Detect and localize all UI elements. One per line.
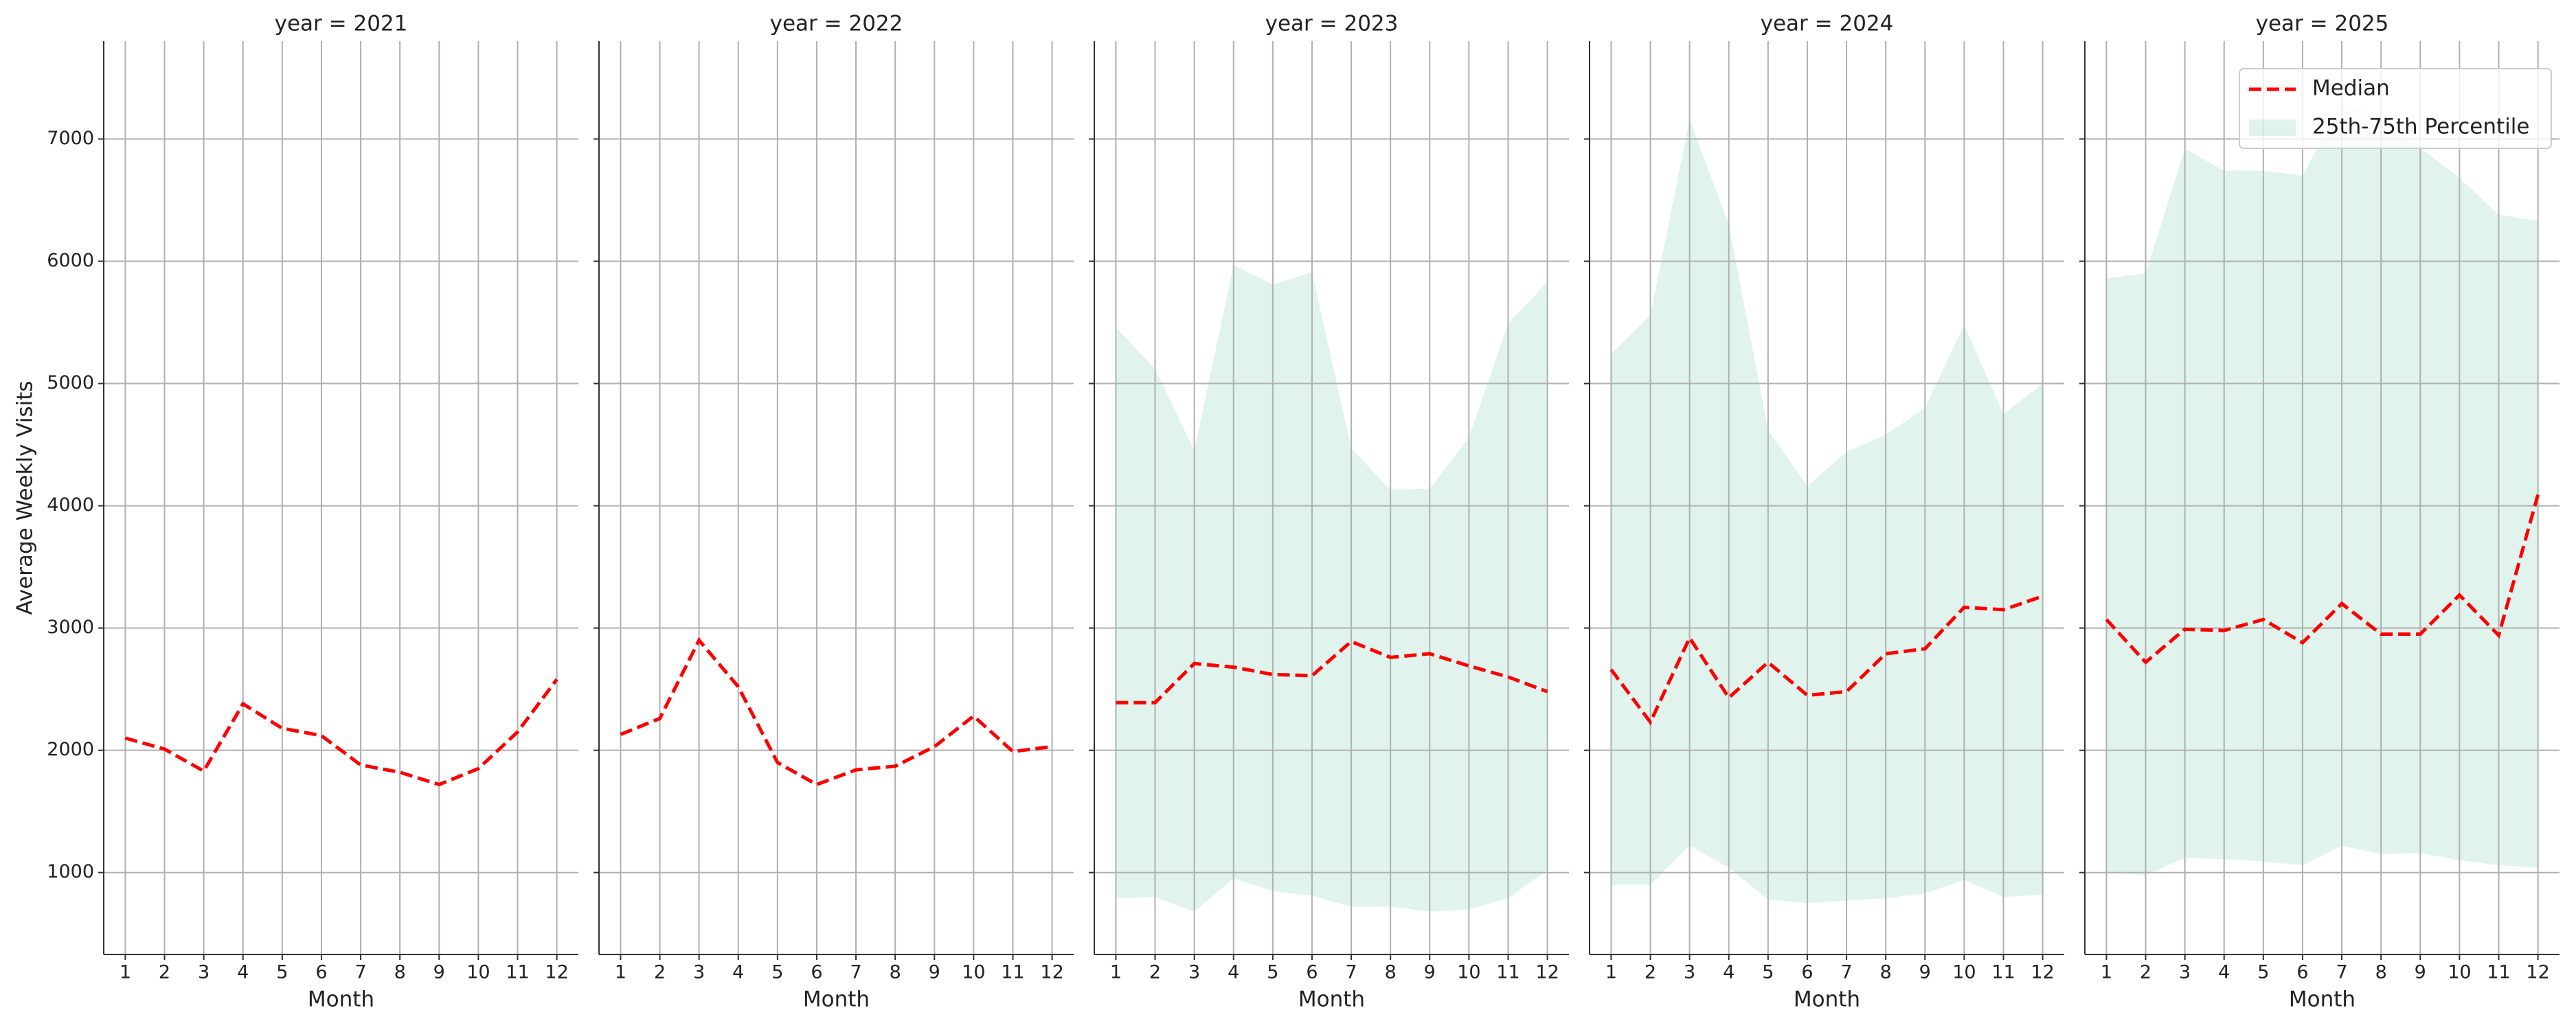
x-tick-label: 4 <box>237 962 249 983</box>
x-tick-label: 9 <box>1424 962 1436 983</box>
x-tick-label: 9 <box>2415 962 2426 983</box>
panel-title: year = 2024 <box>1761 12 1894 36</box>
x-tick-label: 8 <box>394 962 406 983</box>
x-tick-label: 12 <box>1040 962 1063 983</box>
x-tick-label: 6 <box>2296 962 2308 983</box>
x-tick-label: 4 <box>2218 962 2230 983</box>
x-tick-label: 10 <box>1952 962 1976 983</box>
x-tick-label: 8 <box>1880 962 1892 983</box>
x-tick-label: 2 <box>654 962 666 983</box>
x-tick-label: 9 <box>433 962 445 983</box>
x-tick-label: 11 <box>1496 962 1519 983</box>
legend-label: Median <box>2312 76 2390 101</box>
x-tick-label: 7 <box>354 962 366 983</box>
x-tick-label: 2 <box>2140 962 2151 983</box>
x-tick-label: 10 <box>1457 962 1480 983</box>
y-tick-label: 3000 <box>47 617 94 638</box>
x-tick-label: 1 <box>1110 962 1122 983</box>
x-tick-label: 4 <box>1723 962 1735 983</box>
x-tick-label: 10 <box>2448 962 2471 983</box>
x-tick-label: 9 <box>1919 962 1931 983</box>
x-tick-label: 5 <box>1762 962 1774 983</box>
x-axis-label: Month <box>308 987 374 1012</box>
x-tick-label: 8 <box>1385 962 1397 983</box>
x-tick-label: 12 <box>1535 962 1559 983</box>
x-tick-label: 12 <box>545 962 568 983</box>
percentile-band <box>1611 119 2043 904</box>
x-tick-label: 3 <box>1188 962 1200 983</box>
x-tick-label: 6 <box>1306 962 1318 983</box>
y-tick-label: 4000 <box>47 494 94 516</box>
x-tick-label: 11 <box>506 962 529 983</box>
percentile-band <box>2106 101 2538 876</box>
x-tick-label: 2 <box>159 962 170 983</box>
percentile-band <box>1116 264 1548 912</box>
x-tick-label: 4 <box>1228 962 1239 983</box>
x-tick-label: 11 <box>1001 962 1024 983</box>
y-tick-label: 1000 <box>47 861 94 882</box>
x-tick-label: 8 <box>2375 962 2387 983</box>
x-tick-label: 5 <box>2257 962 2269 983</box>
x-tick-label: 11 <box>2487 962 2510 983</box>
x-tick-label: 6 <box>315 962 327 983</box>
x-tick-label: 5 <box>771 962 783 983</box>
median-line <box>1609 594 2044 726</box>
y-tick-label: 6000 <box>47 250 94 271</box>
x-tick-label: 12 <box>2031 962 2054 983</box>
x-tick-label: 7 <box>850 962 861 983</box>
x-tick-label: 2 <box>1645 962 1656 983</box>
x-tick-label: 1 <box>615 962 626 983</box>
x-tick-label: 1 <box>2101 962 2112 983</box>
panel-title: year = 2025 <box>2256 12 2389 36</box>
x-tick-label: 1 <box>120 962 131 983</box>
x-tick-label: 6 <box>1801 962 1813 983</box>
x-tick-label: 3 <box>1684 962 1695 983</box>
x-tick-label: 7 <box>2336 962 2347 983</box>
panel-title: year = 2021 <box>275 12 408 36</box>
median-line <box>2105 494 2540 665</box>
y-tick-label: 2000 <box>47 739 94 760</box>
x-axis-label: Month <box>2289 987 2355 1012</box>
x-tick-label: 6 <box>811 962 822 983</box>
legend-box <box>2239 68 2552 149</box>
x-tick-label: 7 <box>1345 962 1357 983</box>
x-tick-label: 3 <box>198 962 210 983</box>
x-tick-label: 10 <box>466 962 490 983</box>
legend-label: 25th-75th Percentile <box>2312 115 2529 139</box>
median-line <box>620 637 1052 787</box>
median-line <box>124 678 558 787</box>
legend-swatch <box>2249 119 2296 136</box>
x-tick-label: 3 <box>693 962 705 983</box>
x-axis-label: Month <box>1794 987 1860 1012</box>
x-tick-label: 11 <box>1991 962 2015 983</box>
x-tick-label: 3 <box>2179 962 2191 983</box>
y-tick-label: 7000 <box>47 128 94 149</box>
x-tick-label: 5 <box>1267 962 1278 983</box>
y-tick-label: 5000 <box>47 372 94 393</box>
x-tick-label: 12 <box>2526 962 2549 983</box>
x-tick-label: 10 <box>962 962 985 983</box>
panel-title: year = 2022 <box>770 12 903 36</box>
x-axis-label: Month <box>1298 987 1365 1012</box>
y-axis-label: Average Weekly Visits <box>13 380 38 615</box>
median-line <box>1116 639 1548 705</box>
x-tick-label: 1 <box>1605 962 1617 983</box>
x-tick-label: 7 <box>1840 962 1852 983</box>
x-tick-label: 5 <box>276 962 288 983</box>
x-tick-label: 2 <box>1149 962 1161 983</box>
x-tick-label: 9 <box>929 962 940 983</box>
legend: Median 25th-75th Percentile <box>2239 68 2552 149</box>
x-axis-label: Month <box>803 987 870 1012</box>
panel-title: year = 2023 <box>1265 12 1399 36</box>
x-tick-label: 4 <box>732 962 744 983</box>
x-tick-label: 8 <box>890 962 901 983</box>
